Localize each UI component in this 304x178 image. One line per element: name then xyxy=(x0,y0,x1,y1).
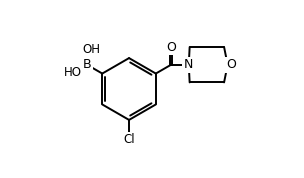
Text: Cl: Cl xyxy=(123,133,135,146)
Text: HO: HO xyxy=(64,66,82,79)
Text: B: B xyxy=(83,58,91,71)
Text: OH: OH xyxy=(82,43,100,56)
Text: O: O xyxy=(226,58,237,71)
Text: N: N xyxy=(184,58,193,71)
Text: O: O xyxy=(166,41,176,54)
